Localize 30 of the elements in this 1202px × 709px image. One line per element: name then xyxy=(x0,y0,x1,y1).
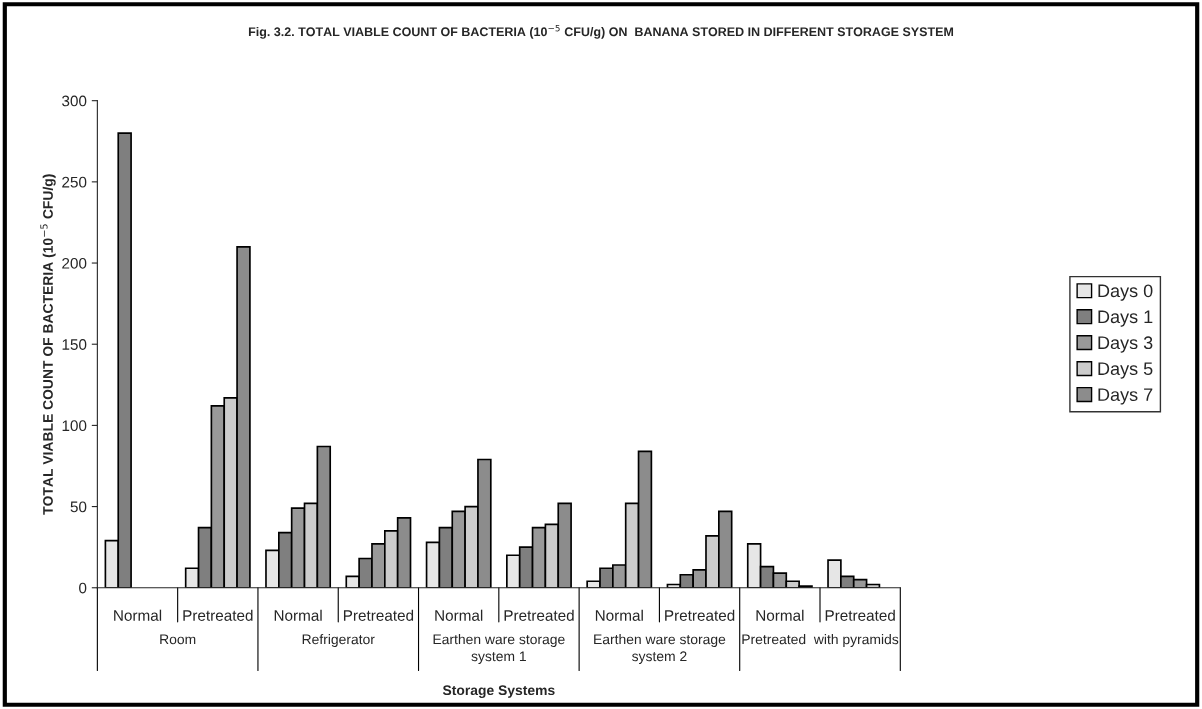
x-tick-label: Normal xyxy=(114,609,162,621)
y-tick-label: 150 xyxy=(62,339,87,350)
legend-label: Days 3 xyxy=(1098,336,1153,353)
text: Earthen ware storage system 1 xyxy=(433,634,565,664)
x-tick-label: Pretreated xyxy=(825,609,895,621)
y-tick-label: 100 xyxy=(62,420,87,432)
x-tick-label: Normal xyxy=(756,609,804,621)
x-tick-label: Normal xyxy=(274,609,322,621)
x-tick-label: Pretreated xyxy=(343,609,414,621)
x-axis-title: Storage Systems xyxy=(442,685,555,698)
text: Refrigerator xyxy=(302,634,375,647)
text: Pretreated with pyramids xyxy=(742,634,899,647)
y-tick-label: 250 xyxy=(62,176,87,188)
text: Earthen ware storage system 2 xyxy=(594,634,726,664)
chart-title: Fig. 3.2. TOTAL VIABLE COUNT OF BACTERIA (10$^{−5}$ CFU/g) ON BANANA STORED IN DIFFERENT STORAGE SYSTEM xyxy=(248,24,954,39)
legend-label: Days 7 xyxy=(1098,388,1153,405)
legend-label: Days 0 xyxy=(1098,284,1153,301)
x-tick-label: Normal xyxy=(595,609,643,621)
y-axis-title: TOTAL VIABLE COUNT OF BACTERIA (10$^{−5}$ CFU/g) xyxy=(40,174,56,515)
y-tick-label: 300 xyxy=(62,95,87,107)
x-tick-label: Pretreated xyxy=(183,609,253,621)
y-tick-label: 50 xyxy=(70,501,87,513)
y-tick-label: 200 xyxy=(62,257,87,269)
x-tick-label: Pretreated xyxy=(504,609,574,621)
legend-label: Days 1 xyxy=(1098,310,1153,327)
y-tick-label: 0 xyxy=(79,582,87,594)
legend-label: Days 5 xyxy=(1098,362,1153,379)
x-tick-label: Pretreated xyxy=(665,609,735,621)
x-tick-label: Normal xyxy=(435,609,483,621)
text: Room xyxy=(160,634,196,645)
